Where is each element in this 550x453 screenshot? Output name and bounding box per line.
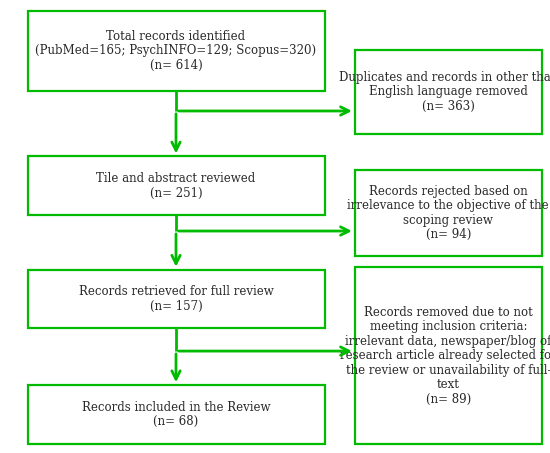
Text: (n= 68): (n= 68) [153, 415, 199, 428]
Text: text: text [437, 378, 460, 391]
FancyBboxPatch shape [28, 11, 324, 91]
Text: (n= 157): (n= 157) [150, 300, 202, 313]
Text: (n= 94): (n= 94) [426, 228, 471, 241]
FancyBboxPatch shape [28, 270, 324, 328]
Text: research article already selected for: research article already selected for [340, 349, 550, 362]
FancyBboxPatch shape [355, 50, 542, 134]
Text: meeting inclusion criteria:: meeting inclusion criteria: [370, 320, 527, 333]
Text: Records removed due to not: Records removed due to not [364, 306, 532, 318]
Text: irrelevant data, newspaper/blog of: irrelevant data, newspaper/blog of [345, 335, 550, 347]
Text: Duplicates and records in other than: Duplicates and records in other than [339, 71, 550, 84]
Text: (PubMed=165; PsychINFO=129; Scopus=320): (PubMed=165; PsychINFO=129; Scopus=320) [35, 44, 317, 58]
Text: (n= 251): (n= 251) [150, 187, 202, 199]
Text: (n= 363): (n= 363) [422, 100, 475, 113]
Text: Records retrieved for full review: Records retrieved for full review [79, 285, 273, 298]
Text: irrelevance to the objective of the: irrelevance to the objective of the [348, 199, 549, 212]
Text: (n= 89): (n= 89) [426, 393, 471, 405]
Text: Records included in the Review: Records included in the Review [82, 401, 270, 414]
Text: (n= 614): (n= 614) [150, 59, 202, 72]
Text: Tile and abstract reviewed: Tile and abstract reviewed [96, 172, 256, 185]
FancyBboxPatch shape [28, 156, 324, 215]
Text: the review or unavailability of full-: the review or unavailability of full- [345, 364, 550, 376]
FancyBboxPatch shape [355, 170, 542, 256]
Text: Records rejected based on: Records rejected based on [369, 185, 527, 198]
FancyBboxPatch shape [355, 267, 542, 444]
FancyBboxPatch shape [28, 385, 324, 444]
Text: Total records identified: Total records identified [107, 30, 245, 43]
Text: English language removed: English language removed [369, 85, 527, 98]
Text: scoping review: scoping review [403, 214, 493, 226]
